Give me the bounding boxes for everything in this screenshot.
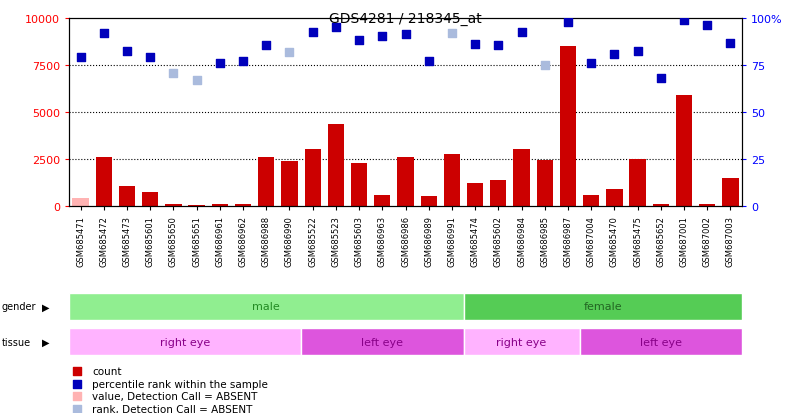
Point — [375, 34, 388, 41]
Text: female: female — [583, 301, 622, 312]
Text: right eye: right eye — [160, 337, 210, 347]
Point — [539, 62, 551, 69]
Bar — [212, 204, 228, 206]
Bar — [281, 161, 298, 206]
Bar — [301, 328, 464, 355]
Point — [74, 55, 87, 62]
Bar — [69, 328, 301, 355]
Point — [144, 55, 157, 62]
Bar — [513, 149, 530, 206]
Point — [473, 351, 486, 358]
Point — [631, 48, 644, 55]
Point — [445, 30, 458, 37]
Point — [121, 48, 134, 55]
Point — [399, 31, 412, 38]
Bar — [119, 187, 135, 206]
Point — [167, 71, 180, 77]
Bar — [96, 158, 112, 206]
Bar — [580, 328, 742, 355]
Bar — [699, 204, 715, 206]
Point — [237, 59, 250, 65]
Bar — [258, 158, 274, 206]
Point — [190, 77, 203, 84]
Text: left eye: left eye — [640, 337, 682, 347]
Bar — [69, 293, 464, 320]
Bar — [397, 158, 414, 206]
Bar — [142, 192, 158, 206]
Point — [677, 17, 690, 24]
Bar — [421, 196, 437, 206]
Bar — [537, 161, 553, 206]
Point — [213, 60, 226, 67]
Point — [701, 23, 714, 29]
Bar — [467, 184, 483, 206]
Bar — [490, 180, 506, 206]
Text: value, Detection Call = ABSENT: value, Detection Call = ABSENT — [92, 392, 258, 401]
Point — [97, 30, 110, 37]
Bar — [723, 178, 739, 206]
Bar — [464, 293, 742, 320]
Point — [260, 43, 272, 49]
Bar — [235, 204, 251, 206]
Bar — [351, 163, 367, 206]
Text: rank, Detection Call = ABSENT: rank, Detection Call = ABSENT — [92, 404, 253, 413]
Text: GDS4281 / 218345_at: GDS4281 / 218345_at — [329, 12, 482, 26]
Point — [515, 29, 528, 36]
Bar — [653, 204, 669, 206]
Point — [469, 42, 482, 48]
Point — [561, 20, 574, 26]
Text: ▶: ▶ — [42, 301, 49, 312]
Bar — [607, 190, 623, 206]
Text: left eye: left eye — [361, 337, 403, 347]
Bar — [676, 96, 692, 206]
Point — [473, 116, 486, 123]
Point — [608, 52, 621, 59]
Bar — [629, 159, 646, 206]
Point — [353, 38, 366, 45]
Point — [491, 43, 504, 49]
Bar — [165, 204, 182, 206]
Bar — [328, 125, 344, 206]
Bar — [464, 328, 580, 355]
Bar — [583, 195, 599, 206]
Text: right eye: right eye — [496, 337, 547, 347]
Point — [585, 60, 598, 67]
Bar — [72, 199, 88, 206]
Bar — [560, 47, 576, 207]
Point — [473, 234, 486, 240]
Text: ▶: ▶ — [42, 337, 49, 347]
Bar — [444, 155, 460, 206]
Text: male: male — [252, 301, 280, 312]
Point — [473, 0, 486, 6]
Point — [329, 25, 342, 31]
Text: percentile rank within the sample: percentile rank within the sample — [92, 379, 268, 389]
Point — [423, 59, 436, 65]
Bar — [305, 149, 321, 206]
Point — [307, 29, 320, 36]
Text: gender: gender — [2, 301, 36, 312]
Text: count: count — [92, 366, 122, 376]
Bar — [374, 195, 390, 206]
Text: tissue: tissue — [2, 337, 31, 347]
Bar — [188, 205, 204, 206]
Point — [724, 40, 737, 47]
Point — [283, 49, 296, 56]
Point — [654, 76, 667, 82]
